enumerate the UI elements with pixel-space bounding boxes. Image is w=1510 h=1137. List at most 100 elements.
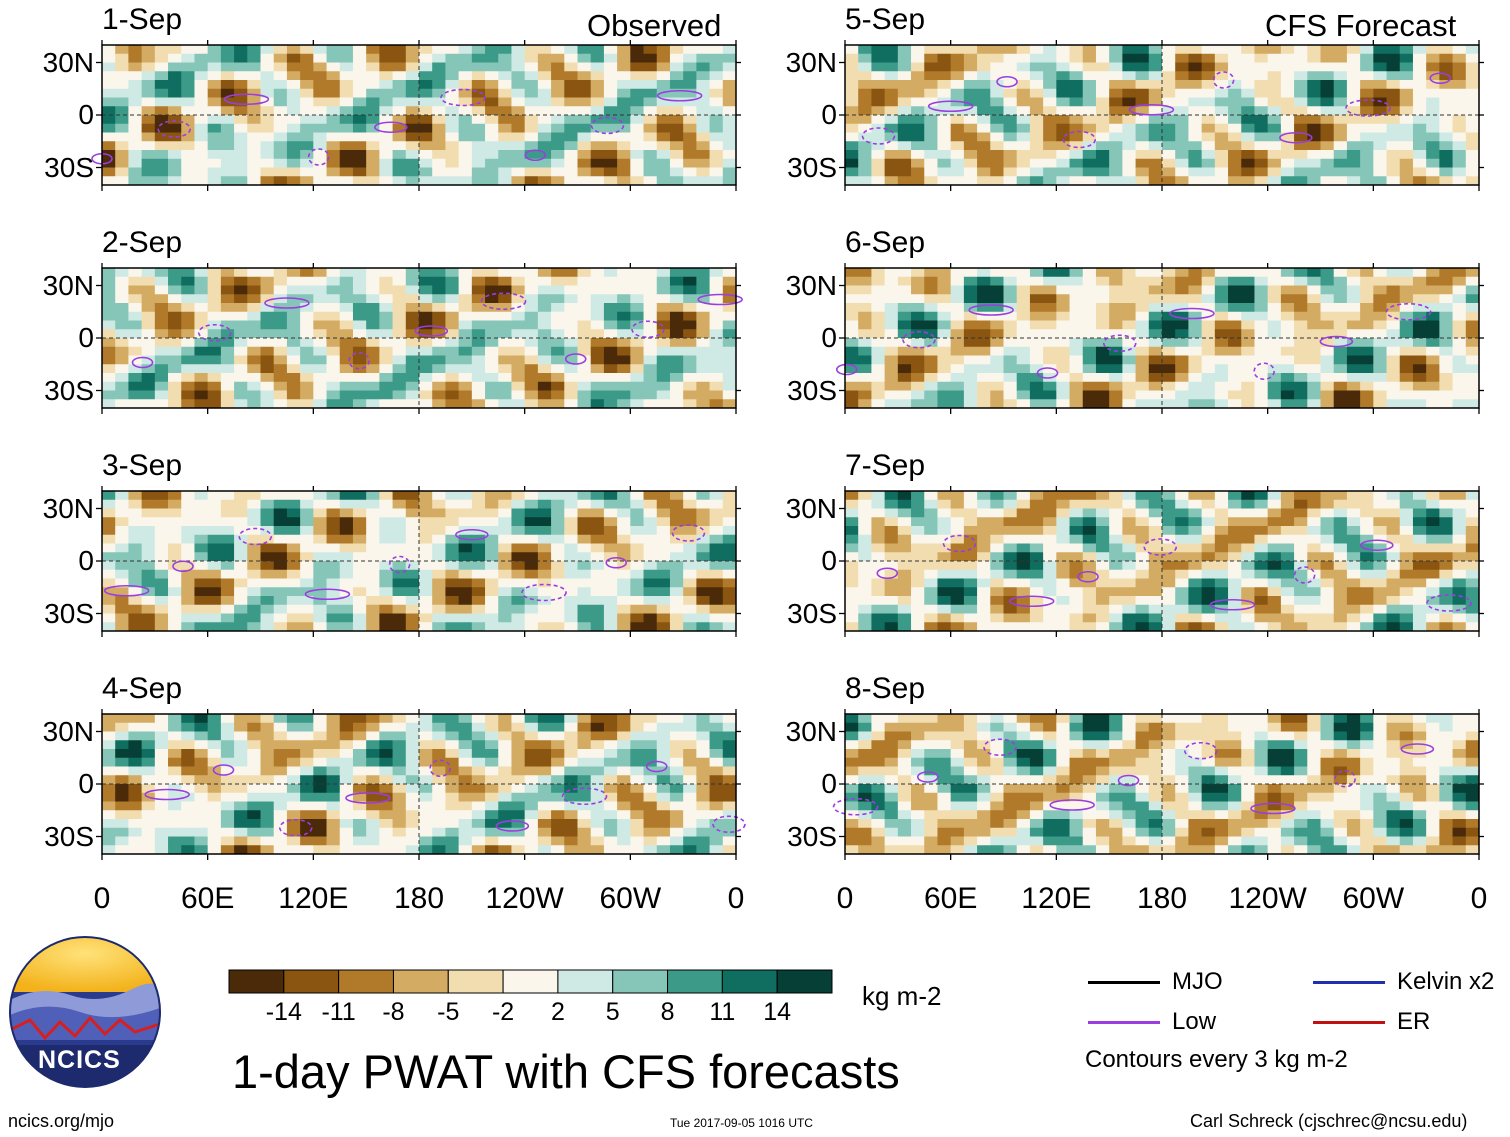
field-cell [524, 276, 539, 286]
field-cell [498, 596, 512, 606]
field-cell [603, 845, 618, 855]
field-cell [963, 123, 978, 133]
field-cell [1333, 294, 1348, 304]
field-cell [313, 543, 327, 553]
field-cell [630, 578, 644, 588]
field-cell [845, 381, 859, 391]
field-cell [884, 526, 899, 536]
field-cell [498, 276, 512, 286]
field-cell [709, 534, 724, 544]
field-cell [102, 526, 116, 536]
field-cell [977, 499, 991, 509]
field-cell [977, 268, 991, 278]
field-cell [339, 596, 354, 606]
field-cell [871, 552, 886, 562]
field-cell [1465, 303, 1480, 313]
field-cell [1043, 141, 1057, 151]
field-cell [141, 491, 156, 501]
field-cell [1307, 268, 1321, 278]
field-cell [937, 499, 952, 509]
field-cell [990, 71, 1004, 81]
field-cell [1452, 97, 1467, 107]
field-cell [630, 836, 644, 846]
field-cell [141, 97, 156, 107]
field-cell [419, 757, 433, 767]
field-cell [392, 150, 407, 160]
field-cell [1307, 338, 1321, 348]
field-cell [141, 329, 156, 339]
field-cell [617, 569, 631, 579]
field-cell [924, 176, 938, 186]
field-cell [511, 810, 526, 820]
field-cell [845, 311, 859, 321]
field-cell [1294, 303, 1308, 313]
field-cell [1452, 294, 1467, 304]
field-cell [1360, 123, 1374, 133]
field-cell [990, 613, 1004, 623]
field-cell [1135, 62, 1150, 72]
field-cell [247, 329, 261, 339]
field-cell [630, 784, 644, 794]
field-cell [485, 827, 499, 837]
field-cell [432, 552, 446, 562]
field-cell [683, 792, 697, 802]
field-cell [683, 499, 697, 509]
field-cell [234, 508, 248, 518]
field-cell [564, 552, 578, 562]
field-cell [366, 604, 380, 614]
field-cell [696, 784, 710, 794]
field-cell [498, 792, 512, 802]
field-cell [498, 740, 512, 750]
field-cell [445, 827, 460, 837]
field-cell [511, 757, 526, 767]
field-cell [1254, 373, 1269, 383]
field-cell [1386, 285, 1401, 295]
field-cell [207, 141, 222, 151]
field-cell [1188, 285, 1203, 295]
field-cell [537, 749, 552, 759]
field-cell [871, 622, 886, 632]
field-cell [326, 491, 341, 501]
field-cell [168, 346, 182, 356]
field-cell [485, 53, 499, 63]
field-cell [630, 294, 644, 304]
field-cell [963, 132, 978, 142]
field-cell [300, 801, 314, 811]
field-cell [1452, 285, 1467, 295]
field-cell [845, 320, 859, 330]
field-cell [471, 578, 486, 588]
field-cell [352, 508, 367, 518]
field-cell [577, 810, 592, 820]
field-cell [366, 740, 380, 750]
field-cell [432, 123, 446, 133]
field-cell [419, 62, 433, 72]
field-cell [339, 740, 354, 750]
field-cell [339, 176, 354, 186]
field-cell [669, 491, 684, 501]
field-cell [247, 534, 261, 544]
field-cell [1346, 364, 1361, 374]
field-cell [392, 517, 407, 527]
field-cell [1254, 123, 1269, 133]
field-cell [471, 819, 486, 829]
field-cell [168, 338, 182, 348]
field-cell [656, 561, 671, 571]
field-cell [432, 714, 446, 724]
field-cell [339, 346, 354, 356]
field-cell [709, 827, 724, 837]
field-cell [392, 176, 407, 186]
field-cell [603, 613, 618, 623]
field-cell [220, 346, 235, 356]
field-cell [683, 749, 697, 759]
field-cell [924, 45, 938, 55]
field-cell [115, 88, 129, 98]
field-cell [1320, 390, 1335, 400]
field-cell [669, 731, 684, 741]
field-cell [498, 176, 512, 186]
field-cell [128, 364, 143, 374]
field-cell [858, 62, 872, 72]
field-cell [194, 176, 209, 186]
field-cell [1029, 71, 1044, 81]
field-cell [669, 784, 684, 794]
